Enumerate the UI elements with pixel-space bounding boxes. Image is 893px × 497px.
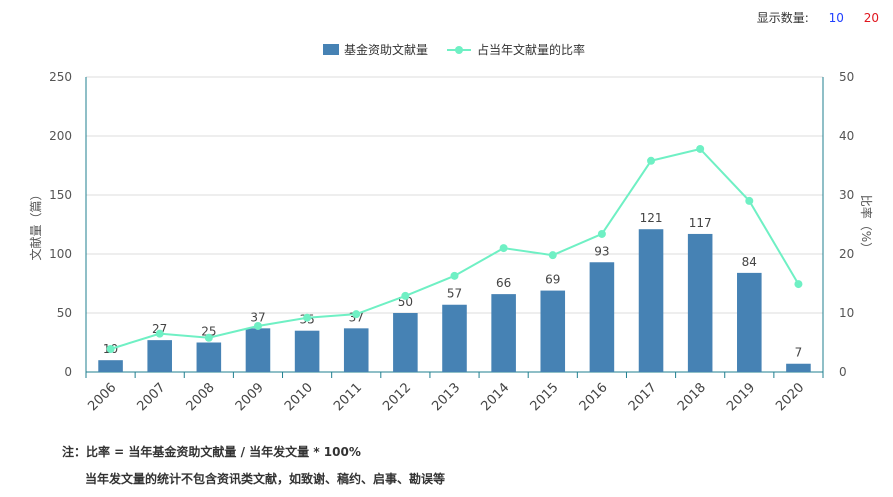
bar [540,290,566,372]
bar-value-label: 93 [594,244,609,258]
x-tick-label: 2011 [331,380,365,414]
x-tick-label: 2018 [675,380,709,414]
ratio-point [745,196,754,205]
ratio-point [106,344,115,353]
ratio-point [597,229,606,238]
x-tick-label: 2019 [724,380,758,414]
legend-bar-label: 基金资助文献量 [344,42,428,57]
bar [687,233,713,372]
bar [786,363,811,372]
display-count-label: 显示数量: [756,11,809,25]
ratio-point [352,310,361,319]
note-exclusion: 当年发文量的统计不包含资讯类文献，如致谢、稿约、启事、勘误等 [85,472,446,486]
x-tick-label: 2014 [478,380,512,414]
bar-value-label: 121 [640,211,663,225]
y-left-tick-label: 100 [49,247,72,261]
x-tick-label: 2017 [626,380,660,414]
bar-value-label: 25 [201,325,216,339]
ratio-point [155,329,164,338]
bar [98,360,123,372]
x-tick-label: 2013 [429,380,463,414]
bar [442,304,467,372]
bar-value-label: 7 [795,346,803,360]
x-tick-label: 2010 [282,380,316,414]
bar [196,342,222,372]
bar [737,272,762,372]
bar [147,340,172,372]
bar [343,328,369,372]
bar-value-label: 117 [689,216,712,230]
display-count-control: 显示数量: 10 20 [757,9,879,26]
bar [638,229,664,372]
legend-bar-swatch [323,44,339,55]
bar-value-label: 69 [545,273,560,287]
chart: 0 50 100 150 200 250 0 10 20 30 40 50 文献量（篇） 比率（%） 200… [28,42,874,414]
ratio-point [696,144,705,153]
x-tick-label: 2009 [233,380,267,414]
y-left-axis-title: 文献量（篇） [28,188,43,260]
y-right-tick-label: 20 [839,247,854,261]
ratio-point [401,291,410,300]
legend-line-marker [455,46,463,54]
y-right-tick-label: 0 [839,365,847,379]
bar-value-label: 66 [496,276,511,290]
ratio-point [794,280,803,289]
x-tick-label: 2008 [184,380,218,414]
y-right-tick-label: 30 [839,188,854,202]
ratio-point [647,156,656,165]
y-right-axis-title: 比率（%） [859,195,874,254]
ratio-point [303,313,312,322]
y-right-tick-label: 50 [839,70,854,84]
x-tick-label: 2020 [773,380,807,414]
y-left-tick-label: 50 [57,306,72,320]
ratio-point [204,333,213,342]
bar-value-label: 57 [447,287,462,301]
bar-value-label: 50 [398,295,413,309]
y-right-tick-label: 10 [839,306,854,320]
ratio-point [499,244,508,253]
x-tick-label: 2006 [85,380,119,414]
display-count-20-option[interactable]: 20 [863,11,879,25]
y-left-tick-label: 200 [49,129,72,143]
y-right-tick-label: 40 [839,129,854,143]
display-count-10-option[interactable]: 10 [828,11,844,25]
x-tick-label: 2015 [528,380,562,414]
legend-line-label: 占当年文献量的比率 [477,42,585,57]
y-left-tick-label: 150 [49,188,72,202]
note-ratio-definition: 注：比率 = 当年基金资助文献量 / 当年发文量 * 100% [62,445,361,459]
ratio-point [253,321,262,330]
bar-value-label: 37 [250,310,265,324]
bar [589,262,615,372]
y-left-tick-label: 250 [49,70,72,84]
x-tick-label: 2007 [135,380,169,414]
y-left-tick-label: 0 [64,365,72,379]
x-tick-label: 2016 [577,380,611,414]
bar [294,330,320,372]
bar [245,328,271,372]
bar [393,313,418,372]
x-tick-label: 2012 [380,380,414,414]
ratio-point [450,271,459,280]
bar-value-label: 84 [742,255,757,269]
ratio-point [548,251,557,260]
bar [491,294,516,372]
